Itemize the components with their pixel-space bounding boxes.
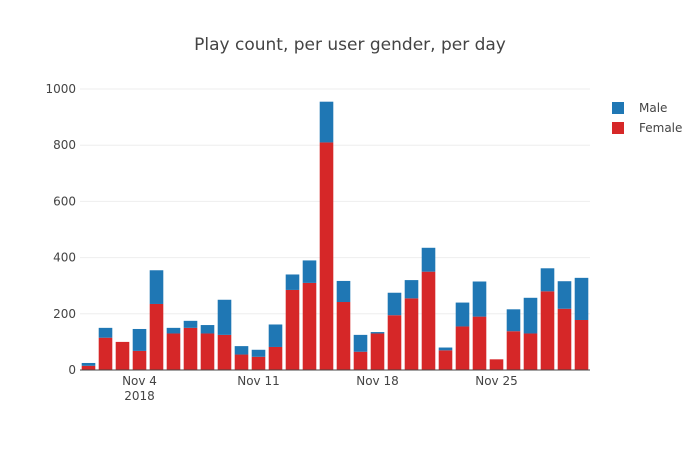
y-tick-label: 200 bbox=[53, 307, 76, 321]
bar-female bbox=[523, 333, 538, 370]
x-tick-sublabel: 2018 bbox=[124, 389, 155, 403]
bar-male bbox=[506, 309, 521, 332]
bar-male bbox=[302, 260, 317, 283]
bar-female bbox=[200, 333, 215, 370]
bar-female bbox=[506, 331, 521, 370]
legend-label-male[interactable]: Male bbox=[639, 101, 667, 115]
y-axis-ticks: 0 200 400 600 800 1000 bbox=[45, 82, 76, 377]
bar-male bbox=[183, 320, 198, 328]
bar-male bbox=[149, 270, 164, 304]
bar-female bbox=[98, 337, 113, 370]
legend: Male Female bbox=[612, 101, 682, 135]
bar-female bbox=[217, 334, 232, 370]
bar-female bbox=[472, 316, 487, 370]
bar-female bbox=[540, 291, 555, 370]
bar-male bbox=[472, 281, 487, 317]
bar-female bbox=[132, 350, 147, 370]
bar-male bbox=[200, 325, 215, 334]
bar-female bbox=[370, 333, 385, 370]
bar-male bbox=[455, 302, 470, 327]
legend-swatch-female[interactable] bbox=[612, 122, 624, 134]
x-tick-label: Nov 18 bbox=[356, 374, 399, 388]
bar-male bbox=[370, 332, 385, 334]
y-tick-label: 400 bbox=[53, 251, 76, 265]
bar-female bbox=[489, 359, 504, 370]
bar-female bbox=[353, 351, 368, 370]
legend-swatch-male[interactable] bbox=[612, 102, 624, 114]
y-tick-label: 1000 bbox=[45, 82, 76, 96]
bar-female bbox=[421, 271, 436, 370]
y-tick-label: 600 bbox=[53, 194, 76, 208]
bar-male bbox=[404, 280, 419, 299]
bar-female bbox=[404, 298, 419, 370]
x-tick-label: Nov 4 bbox=[122, 374, 157, 388]
bar-male bbox=[574, 277, 589, 320]
bar-female bbox=[574, 319, 589, 370]
x-tick-label: Nov 25 bbox=[475, 374, 518, 388]
bar-female bbox=[302, 282, 317, 370]
bar-female bbox=[234, 354, 249, 370]
bar-male bbox=[557, 281, 572, 309]
bar-female bbox=[455, 326, 470, 370]
bar-female bbox=[115, 341, 130, 370]
bar-male bbox=[353, 334, 368, 352]
bar-female bbox=[557, 308, 572, 370]
bar-female bbox=[183, 327, 198, 370]
bar-male bbox=[285, 274, 300, 290]
bar-male bbox=[234, 346, 249, 355]
bar-male bbox=[523, 297, 538, 334]
bar-female bbox=[251, 356, 266, 370]
bar-female bbox=[387, 315, 402, 370]
bar-female bbox=[81, 365, 96, 370]
bar-male bbox=[421, 247, 436, 272]
x-tick-label: Nov 11 bbox=[237, 374, 280, 388]
bar-female bbox=[149, 303, 164, 370]
bar-female bbox=[336, 302, 351, 370]
bar-female bbox=[268, 346, 283, 370]
bar-male bbox=[387, 292, 402, 316]
bar-male bbox=[98, 327, 113, 338]
legend-label-female[interactable]: Female bbox=[639, 121, 682, 135]
grid-lines bbox=[80, 88, 590, 315]
bar-female bbox=[166, 333, 181, 370]
bar-female bbox=[319, 142, 334, 370]
bar-male bbox=[268, 324, 283, 347]
bars bbox=[81, 101, 589, 370]
bar-male bbox=[336, 280, 351, 303]
bar-male bbox=[251, 349, 266, 357]
bar-male bbox=[81, 362, 96, 366]
bar-female bbox=[285, 289, 300, 370]
bar-male bbox=[166, 327, 181, 334]
bar-female bbox=[438, 350, 453, 370]
chart-title: Play count, per user gender, per day bbox=[194, 35, 506, 55]
y-tick-label: 800 bbox=[53, 138, 76, 152]
y-tick-label: 0 bbox=[68, 363, 76, 377]
bar-male bbox=[540, 268, 555, 292]
bar-male bbox=[132, 328, 147, 351]
bar-male bbox=[319, 101, 334, 143]
bar-male bbox=[438, 347, 453, 351]
bar-male bbox=[217, 299, 232, 335]
